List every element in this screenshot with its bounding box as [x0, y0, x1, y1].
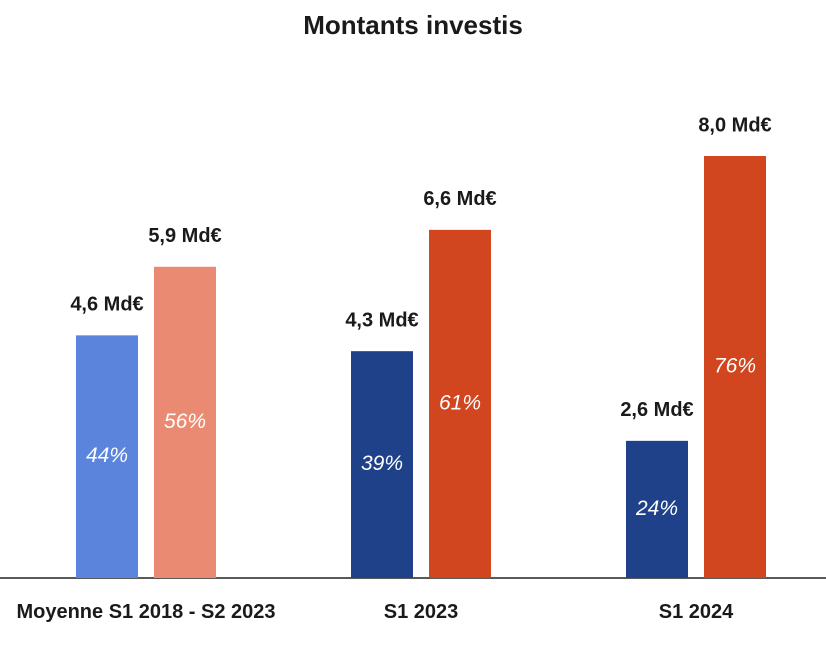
x-tick-label: S1 2023	[383, 601, 459, 623]
bar	[429, 229, 491, 578]
x-tick-label: Moyenne S1 2018 - S2 2023	[16, 601, 276, 623]
value-label: 4,6 Md€	[70, 294, 143, 316]
x-tick-label: S1 2024	[658, 601, 734, 623]
bar	[351, 351, 413, 578]
share-label: 76%	[714, 355, 756, 378]
share-label: 61%	[439, 391, 481, 414]
value-label: 8,0 Md€	[698, 114, 771, 136]
bar	[154, 266, 216, 578]
value-label: 5,9 Md€	[148, 225, 221, 247]
value-label: 2,6 Md€	[620, 399, 693, 421]
bar	[76, 335, 138, 578]
bar	[626, 440, 688, 578]
value-label: 4,3 Md€	[345, 309, 418, 331]
share-label: 39%	[361, 452, 403, 475]
share-label: 44%	[86, 444, 128, 467]
chart-title: Montants investis	[303, 10, 523, 40]
share-label: 24%	[635, 497, 678, 520]
value-label: 6,6 Md€	[423, 188, 496, 210]
bar	[704, 156, 766, 578]
share-label: 56%	[164, 410, 206, 433]
